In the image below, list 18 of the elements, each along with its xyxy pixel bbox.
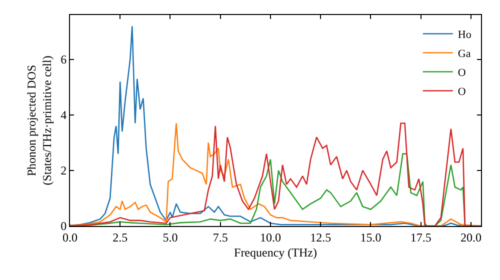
y-axis-title: Phonon projected DOS (States/THz·primitive cell) — [24, 56, 54, 186]
x-tick-label: 12.5 — [310, 230, 332, 244]
x-tick-label: 20.0 — [460, 230, 482, 244]
y-tick-label: 4 — [60, 108, 67, 122]
x-tick-label: 5.0 — [162, 230, 178, 244]
x-tick-label: 17.5 — [410, 230, 432, 244]
x-tick-label: 7.5 — [212, 230, 228, 244]
x-tick-label: 2.5 — [112, 230, 128, 244]
legend-label: O — [458, 67, 466, 80]
legend-label: Ho — [458, 29, 472, 42]
x-axis-title: Frequency (THz) — [234, 245, 317, 260]
x-tick-label: 15.0 — [360, 230, 382, 244]
y-tick-label: 2 — [60, 164, 67, 178]
line-series — [70, 122, 481, 226]
y-tick-label: 6 — [60, 52, 67, 67]
legend-label: Ga — [458, 48, 471, 60]
x-tick-label: 10.0 — [260, 230, 281, 244]
legend-label: O — [458, 86, 466, 98]
